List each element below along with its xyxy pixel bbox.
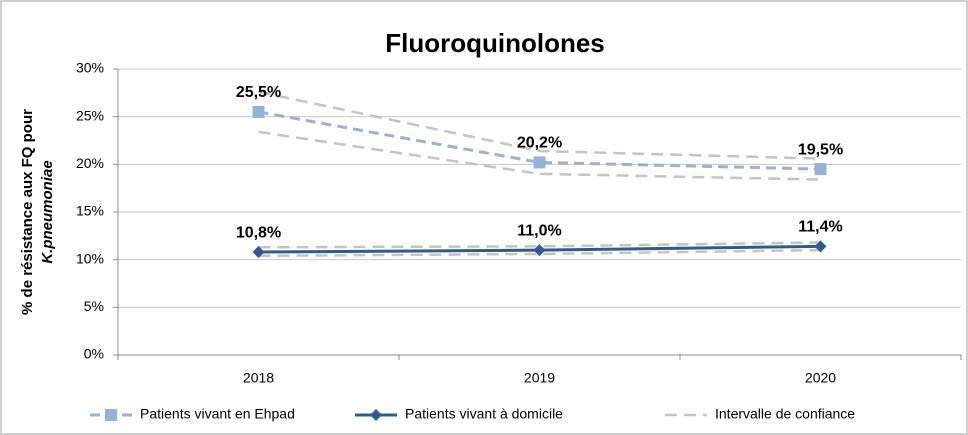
y-axis-label: K.pneumoniae <box>39 160 56 263</box>
point-marker <box>252 105 265 118</box>
y-tick-label: 10% <box>76 250 104 266</box>
data-label: 11,4% <box>798 219 842 236</box>
x-tick-label: 2020 <box>805 370 836 386</box>
legend-label: Intervalle de confiance <box>715 406 855 422</box>
data-label: 11,0% <box>517 222 561 239</box>
y-tick-label: 5% <box>84 298 104 314</box>
legend-label: Patients vivant en Ehpad <box>140 406 295 422</box>
x-tick-label: 2018 <box>243 370 274 386</box>
y-tick-label: 30% <box>76 60 104 76</box>
data-label: 10,8% <box>236 224 281 241</box>
point-marker <box>370 409 382 421</box>
point-marker <box>814 240 827 253</box>
point-marker <box>252 246 265 259</box>
data-label: 25,5% <box>236 84 281 101</box>
y-tick-label: 20% <box>76 155 104 171</box>
y-tick-label: 25% <box>76 107 104 123</box>
y-tick-label: 15% <box>76 203 104 219</box>
point-marker <box>533 156 546 169</box>
y-tick-label: 0% <box>84 346 104 362</box>
confidence-line <box>258 90 821 160</box>
point-marker <box>814 163 827 176</box>
y-axis-label: % de résistance aux FQ pour <box>19 109 36 315</box>
legend-label: Patients vivant à domicile <box>405 406 563 422</box>
chart-title: Fluoroquinolones <box>385 28 605 58</box>
data-label: 19,5% <box>798 141 843 158</box>
point-marker <box>105 409 117 421</box>
series-line <box>258 110 821 171</box>
x-tick-label: 2019 <box>524 370 555 386</box>
data-label: 20,2% <box>517 135 562 152</box>
point-marker <box>533 244 546 257</box>
